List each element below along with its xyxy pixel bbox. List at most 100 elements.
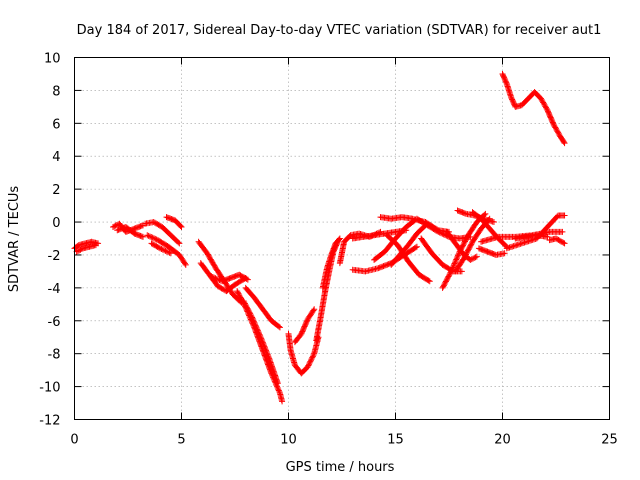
data-point-marker [461, 239, 468, 246]
axis-ticks: 0 5 10 15 20 25 -12 -10 -8 -6 -4 -2 0 2 4 6 8 10 [39, 52, 618, 448]
data-point-marker [541, 102, 548, 109]
data-point-marker [453, 256, 460, 263]
data-point-marker [255, 330, 262, 337]
data-point-marker [74, 248, 81, 255]
data-point-marker [259, 339, 266, 346]
data-point-marker [445, 273, 452, 280]
data-point-marker [211, 274, 218, 281]
data-point-marker [458, 268, 465, 275]
data-point-marker [261, 344, 268, 351]
series-arc-2 [73, 242, 99, 255]
data-point-marker [439, 284, 446, 291]
data-point-marker [560, 239, 567, 246]
y-tick-label: 4 [52, 150, 60, 165]
data-point-marker [543, 105, 550, 112]
data-point-marker [245, 308, 252, 315]
data-point-marker [461, 238, 468, 245]
data-point-marker [468, 256, 475, 263]
data-point-marker [542, 103, 549, 110]
data-point-marker [234, 289, 241, 296]
data-point-marker [275, 387, 282, 394]
series-arc-12 [242, 284, 283, 331]
data-point-marker [309, 354, 316, 361]
data-point-marker [482, 210, 489, 217]
data-point-marker [460, 241, 467, 248]
data-point-marker [306, 359, 313, 366]
data-point-marker [177, 223, 184, 230]
series-arc-23 [388, 222, 429, 268]
data-point-marker [175, 239, 182, 246]
data-point-marker [111, 223, 118, 230]
series-arc-30 [452, 215, 493, 275]
data-point-marker [235, 290, 242, 297]
data-point-marker [276, 324, 283, 331]
data-point-marker [234, 288, 241, 295]
data-point-marker [258, 336, 265, 343]
data-point-marker [551, 123, 558, 130]
data-point-marker [212, 275, 219, 282]
x-tick-label: 5 [177, 433, 185, 448]
data-point-marker [555, 129, 562, 136]
data-point-marker [92, 242, 99, 249]
data-point-marker [471, 254, 478, 261]
data-point-marker [216, 277, 223, 284]
data-point-marker [236, 291, 243, 298]
data-point-marker [451, 260, 458, 267]
series-arc-8 [163, 214, 185, 230]
data-point-marker [559, 228, 566, 235]
x-tick-label: 0 [70, 433, 78, 448]
gridlines [74, 57, 610, 420]
data-point-marker [435, 228, 442, 235]
data-point-marker [447, 269, 454, 276]
data-point-marker [276, 388, 283, 395]
data-point-marker [260, 342, 267, 349]
data-point-marker [236, 293, 243, 300]
plot-frame [74, 57, 610, 420]
y-tick-label: 8 [52, 84, 60, 99]
data-point-marker [181, 260, 188, 267]
data-point-marker [244, 276, 251, 283]
data-point-marker [464, 248, 471, 255]
data-point-marker [463, 234, 470, 241]
data-point-marker [158, 245, 165, 252]
data-point-marker [258, 335, 265, 342]
data-point-marker [150, 235, 157, 242]
data-point-marker [249, 315, 256, 322]
series-arc-29 [439, 210, 489, 291]
data-point-marker [256, 331, 263, 338]
data-point-marker [110, 223, 117, 230]
data-point-marker [243, 303, 250, 310]
series-arc-15 [285, 330, 322, 377]
data-point-marker [152, 235, 159, 242]
data-point-marker [461, 253, 468, 260]
x-tick-label: 10 [280, 433, 297, 448]
data-point-marker [446, 272, 453, 279]
y-tick-label: 6 [52, 117, 60, 132]
data-point-marker [311, 306, 318, 313]
data-point-marker [490, 219, 497, 226]
data-point-marker [467, 256, 474, 263]
data-point-marker [243, 275, 250, 282]
series-arc-5 [142, 219, 183, 247]
data-point-marker [413, 243, 420, 250]
data-point-marker [157, 245, 164, 252]
data-point-marker [336, 236, 343, 243]
data-point-marker [265, 354, 272, 361]
series-arc-11 [208, 271, 251, 285]
data-point-marker [561, 140, 568, 147]
data-point-marker [255, 328, 262, 335]
y-tick-label: -2 [48, 249, 61, 264]
data-point-marker [425, 277, 432, 284]
data-point-marker [436, 229, 443, 236]
y-tick-label: -4 [48, 282, 61, 297]
data-point-marker [442, 279, 449, 286]
series-arc-7 [148, 240, 174, 257]
data-point-marker [472, 254, 479, 261]
data-point-marker [263, 347, 270, 354]
data-point-marker [552, 124, 559, 131]
data-point-marker [148, 234, 155, 241]
data-point-marker [265, 352, 272, 359]
data-point-marker [153, 236, 160, 243]
data-point-marker [112, 222, 119, 229]
